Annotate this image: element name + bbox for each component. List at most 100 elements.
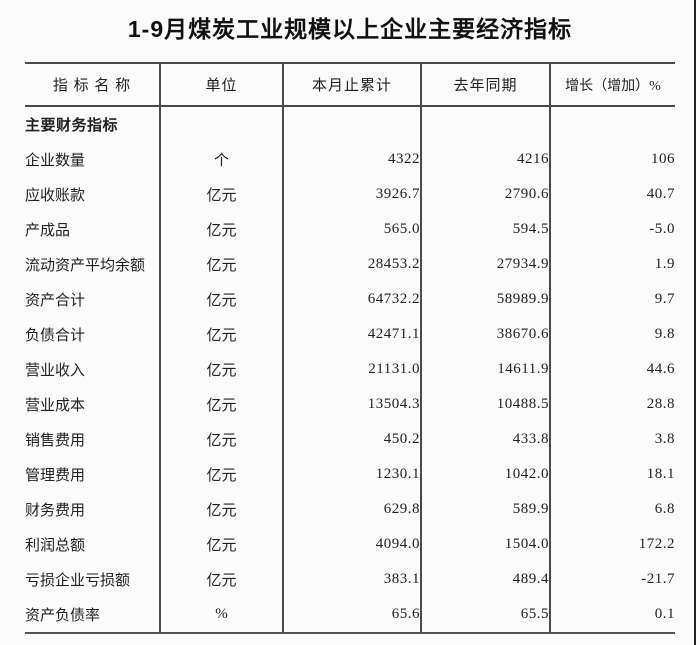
col-header-indicator: 指 标 名 称 bbox=[25, 62, 160, 107]
col-header-growth: 增长（增加）% bbox=[549, 62, 675, 107]
last-year-cell: 489.4 bbox=[420, 562, 550, 597]
unit-cell: 亿元 bbox=[159, 457, 283, 492]
growth-cell: 28.8 bbox=[549, 387, 675, 422]
indicator-name-cell: 财务费用 bbox=[25, 503, 86, 519]
unit-cell: 亿元 bbox=[159, 212, 283, 247]
last-year-cell bbox=[420, 106, 550, 142]
current-value-cell: 42471.1 bbox=[282, 317, 421, 352]
growth-cell: 106 bbox=[549, 142, 675, 177]
growth-cell: -5.0 bbox=[549, 212, 675, 247]
growth-cell bbox=[549, 106, 675, 142]
indicator-name-cell: 资产负债率 bbox=[25, 597, 160, 634]
indicator-name-cell: 应收账款 bbox=[25, 188, 86, 204]
indicator-name-cell: 企业数量 bbox=[25, 153, 86, 169]
table-row: 资产负债率 % 65.6 65.5 0.1 bbox=[25, 597, 675, 634]
table-row: 财务费用 亿元 629.8 589.9 6.8 bbox=[25, 492, 675, 527]
indicator-name-cell: 负债合计 bbox=[25, 328, 86, 344]
indicator-name-cell: 营业成本 bbox=[25, 398, 86, 414]
unit-cell: 亿元 bbox=[159, 317, 283, 352]
last-year-cell: 589.9 bbox=[420, 492, 550, 527]
current-value-cell: 4322 bbox=[282, 142, 421, 177]
last-year-cell: 14611.9 bbox=[420, 352, 550, 387]
growth-cell: 6.8 bbox=[549, 492, 675, 527]
last-year-cell: 65.5 bbox=[420, 597, 550, 634]
growth-cell: 1.9 bbox=[549, 247, 675, 282]
table-row: 销售费用 亿元 450.2 433.8 3.8 bbox=[25, 422, 675, 457]
table-row: 企业数量 个 4322 4216 106 bbox=[25, 142, 675, 177]
current-value-cell bbox=[282, 106, 421, 142]
last-year-cell: 4216 bbox=[420, 142, 550, 177]
indicator-name-cell: 销售费用 bbox=[25, 433, 86, 449]
current-value-cell: 13504.3 bbox=[282, 387, 421, 422]
current-value-cell: 383.1 bbox=[282, 562, 421, 597]
indicator-name-cell: 流动资产平均余额 bbox=[25, 258, 146, 274]
table-row: 营业收入 亿元 21131.0 14611.9 44.6 bbox=[25, 352, 675, 387]
growth-cell: -21.7 bbox=[549, 562, 675, 597]
page-title: 1-9月煤炭工业规模以上企业主要经济指标 bbox=[127, 16, 573, 42]
growth-cell: 3.8 bbox=[549, 422, 675, 457]
indicators-table-wrap: 指 标 名 称 单位 本月止累计 去年同期 增长（增加）% 主要财务指标 企业数… bbox=[25, 62, 675, 634]
last-year-cell: 1042.0 bbox=[420, 457, 550, 492]
last-year-cell: 433.8 bbox=[420, 422, 550, 457]
unit-cell: 亿元 bbox=[159, 492, 283, 527]
growth-cell: 0.1 bbox=[549, 597, 675, 634]
indicator-name-cell: 资产合计 bbox=[25, 293, 86, 309]
last-year-cell: 594.5 bbox=[420, 212, 550, 247]
table-row: 负债合计 亿元 42471.1 38670.6 9.8 bbox=[25, 317, 675, 352]
indicator-name-cell: 产成品 bbox=[25, 223, 71, 239]
table-section-row: 主要财务指标 bbox=[25, 106, 675, 142]
growth-cell: 44.6 bbox=[549, 352, 675, 387]
current-value-cell: 450.2 bbox=[282, 422, 421, 457]
indicator-name-cell: 营业收入 bbox=[25, 363, 86, 379]
table-header-row: 指 标 名 称 单位 本月止累计 去年同期 增长（增加）% bbox=[25, 62, 675, 107]
table-row: 利润总额 亿元 4094.0 1504.0 172.2 bbox=[25, 527, 675, 562]
unit-cell: 个 bbox=[159, 142, 283, 177]
last-year-cell: 27934.9 bbox=[420, 247, 550, 282]
growth-cell: 172.2 bbox=[549, 527, 675, 562]
current-value-cell: 64732.2 bbox=[282, 282, 421, 317]
last-year-cell: 38670.6 bbox=[420, 317, 550, 352]
indicators-table: 指 标 名 称 单位 本月止累计 去年同期 增长（增加）% 主要财务指标 企业数… bbox=[25, 62, 675, 634]
indicator-name-cell: 利润总额 bbox=[25, 538, 86, 554]
indicator-name-cell: 管理费用 bbox=[25, 468, 86, 484]
unit-cell: 亿元 bbox=[159, 282, 283, 317]
current-value-cell: 1230.1 bbox=[282, 457, 421, 492]
table-row: 资产合计 亿元 64732.2 58989.9 9.7 bbox=[25, 282, 675, 317]
current-value-cell: 629.8 bbox=[282, 492, 421, 527]
current-value-cell: 3926.7 bbox=[282, 177, 421, 212]
col-header-last-year: 去年同期 bbox=[420, 62, 550, 107]
screenshot-right-edge-line bbox=[694, 0, 696, 645]
last-year-cell: 1504.0 bbox=[420, 527, 550, 562]
growth-cell: 18.1 bbox=[549, 457, 675, 492]
col-header-current: 本月止累计 bbox=[282, 62, 421, 107]
unit-cell: 亿元 bbox=[159, 352, 283, 387]
table-row: 营业成本 亿元 13504.3 10488.5 28.8 bbox=[25, 387, 675, 422]
last-year-cell: 10488.5 bbox=[420, 387, 550, 422]
unit-cell: 亿元 bbox=[159, 527, 283, 562]
current-value-cell: 65.6 bbox=[282, 597, 421, 634]
unit-cell: 亿元 bbox=[159, 422, 283, 457]
unit-cell: 亿元 bbox=[159, 387, 283, 422]
table-row: 产成品 亿元 565.0 594.5 -5.0 bbox=[25, 212, 675, 247]
unit-cell: % bbox=[159, 597, 283, 634]
growth-cell: 40.7 bbox=[549, 177, 675, 212]
growth-cell: 9.8 bbox=[549, 317, 675, 352]
growth-cell: 9.7 bbox=[549, 282, 675, 317]
table-row: 应收账款 亿元 3926.7 2790.6 40.7 bbox=[25, 177, 675, 212]
indicator-name-cell: 亏损企业亏损额 bbox=[25, 573, 131, 589]
unit-cell: 亿元 bbox=[159, 247, 283, 282]
unit-cell: 亿元 bbox=[159, 562, 283, 597]
table-row: 流动资产平均余额 亿元 28453.2 27934.9 1.9 bbox=[25, 247, 675, 282]
unit-cell bbox=[159, 106, 283, 142]
last-year-cell: 2790.6 bbox=[420, 177, 550, 212]
section-label: 主要财务指标 bbox=[25, 118, 119, 134]
current-value-cell: 565.0 bbox=[282, 212, 421, 247]
table-row: 亏损企业亏损额 亿元 383.1 489.4 -21.7 bbox=[25, 562, 675, 597]
current-value-cell: 21131.0 bbox=[282, 352, 421, 387]
last-year-cell: 58989.9 bbox=[420, 282, 550, 317]
col-header-unit: 单位 bbox=[159, 62, 283, 107]
unit-cell: 亿元 bbox=[159, 177, 283, 212]
current-value-cell: 4094.0 bbox=[282, 527, 421, 562]
current-value-cell: 28453.2 bbox=[282, 247, 421, 282]
